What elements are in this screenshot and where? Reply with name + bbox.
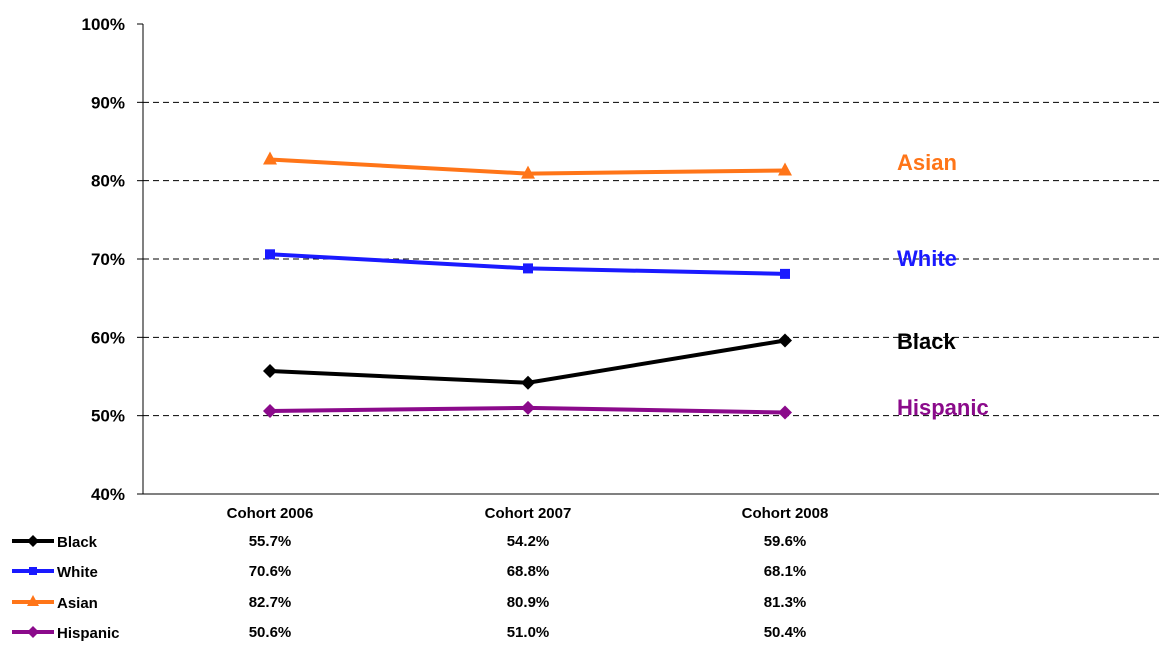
table-cell-value: 70.6% bbox=[249, 563, 292, 580]
table-cell-value: 59.6% bbox=[764, 533, 807, 550]
data-point bbox=[780, 268, 790, 279]
series-white bbox=[265, 249, 790, 279]
table-cell-value: 80.9% bbox=[507, 594, 550, 611]
series-hispanic bbox=[263, 400, 792, 420]
series-end-labels: Black White Asian Hispanic bbox=[897, 150, 989, 420]
data-point bbox=[521, 165, 535, 179]
x-category-label: Cohort 2007 bbox=[485, 505, 572, 522]
data-point bbox=[778, 405, 792, 420]
data-point bbox=[29, 567, 37, 575]
data-point bbox=[27, 626, 39, 638]
y-tick-label: 80% bbox=[91, 172, 125, 191]
x-category-label: Cohort 2008 bbox=[742, 505, 829, 522]
data-point bbox=[263, 364, 277, 379]
table-cell-value: 68.8% bbox=[507, 563, 550, 580]
table-cell-value: 54.2% bbox=[507, 533, 550, 550]
data-point bbox=[263, 403, 277, 418]
y-tick-label: 90% bbox=[91, 93, 125, 112]
data-point bbox=[523, 263, 533, 274]
table-row: White 70.6% 68.8% 68.1% bbox=[12, 563, 806, 581]
gridlines bbox=[143, 101, 1159, 417]
data-table: Black 55.7% 54.2% 59.6% White 70.6% 68.8% 68.1%… bbox=[12, 533, 806, 642]
series-black bbox=[263, 333, 792, 390]
y-tick-label: 100% bbox=[82, 15, 125, 34]
legend-key-label: Hispanic bbox=[57, 625, 120, 642]
data-point bbox=[521, 400, 535, 415]
series-label-black: Black bbox=[897, 329, 956, 354]
data-point bbox=[263, 151, 277, 165]
x-axis-categories: Cohort 2006 Cohort 2007 Cohort 2008 bbox=[227, 505, 829, 522]
x-category-label: Cohort 2006 bbox=[227, 505, 314, 522]
series-label-white: White bbox=[897, 246, 957, 271]
y-axis-ticks: 40% 50% 60% 70% 80% 90% 100% bbox=[82, 15, 125, 504]
data-point bbox=[27, 535, 39, 547]
data-point bbox=[778, 162, 792, 176]
data-point bbox=[521, 375, 535, 390]
data-point bbox=[27, 595, 39, 606]
table-row: Hispanic 50.6% 51.0% 50.4% bbox=[12, 624, 806, 642]
table-row: Asian 82.7% 80.9% 81.3% bbox=[12, 594, 806, 612]
y-tick-label: 50% bbox=[91, 407, 125, 426]
table-cell-value: 50.4% bbox=[764, 624, 807, 641]
table-cell-value: 55.7% bbox=[249, 533, 292, 550]
legend-key-label: Asian bbox=[57, 595, 98, 612]
data-point bbox=[265, 249, 275, 260]
legend-key-label: Black bbox=[57, 534, 98, 551]
y-tick-label: 70% bbox=[91, 250, 125, 269]
table-cell-value: 82.7% bbox=[249, 594, 292, 611]
axes bbox=[137, 23, 1159, 495]
legend-key-label: White bbox=[57, 564, 98, 581]
table-cell-value: 81.3% bbox=[764, 594, 807, 611]
series-label-asian: Asian bbox=[897, 150, 957, 175]
y-tick-label: 60% bbox=[91, 328, 125, 347]
table-cell-value: 68.1% bbox=[764, 563, 807, 580]
y-tick-label: 40% bbox=[91, 485, 125, 504]
series-label-hispanic: Hispanic bbox=[897, 395, 989, 420]
series-lines bbox=[263, 151, 792, 420]
table-cell-value: 50.6% bbox=[249, 624, 292, 641]
table-cell-value: 51.0% bbox=[507, 624, 550, 641]
series-asian bbox=[263, 151, 792, 179]
table-row: Black 55.7% 54.2% 59.6% bbox=[12, 533, 806, 551]
data-point bbox=[778, 333, 792, 348]
